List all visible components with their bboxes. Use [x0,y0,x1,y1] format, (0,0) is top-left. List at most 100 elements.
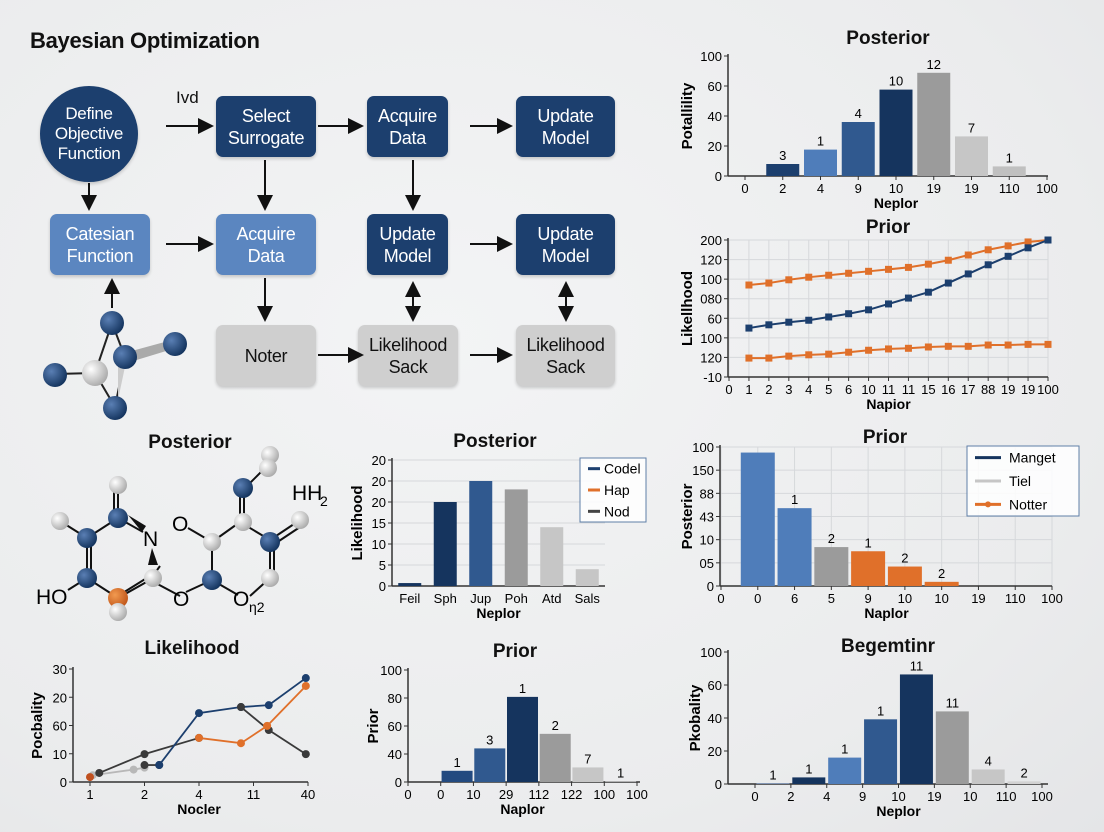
y-tick-label: 120 [700,253,722,268]
series-marker [745,354,753,362]
node-select-surrogate[interactable]: Select Surrogate [216,96,316,157]
y-tick-label: 0 [379,579,386,594]
x-tick-label: 122 [561,787,583,802]
series-marker [195,709,203,718]
bar [917,72,951,176]
series-marker [825,313,833,321]
y-tick-label: 40 [708,711,722,726]
x-tick-label: 2 [779,181,786,196]
series-marker [301,681,310,690]
series-marker [1004,341,1012,349]
node-noter[interactable]: Noter [216,325,316,386]
series-marker [1004,252,1012,260]
y-tick-label: 20 [708,744,722,759]
bar [777,508,812,586]
node-acquire-data[interactable]: Acquire Data [367,96,448,157]
legend-label: Codel [604,461,641,477]
series-marker [86,773,94,782]
series-marker [964,342,972,350]
atom-label-ho: HO [36,586,68,609]
series-marker [805,316,813,324]
node-update-model-2[interactable]: Update Model [367,214,448,275]
y-tick-label: 60 [708,678,722,693]
x-axis-label: Neplor [876,803,921,819]
node-update-model-3[interactable]: Update Model [516,214,615,275]
atom [77,528,97,548]
bar [474,748,506,782]
x-tick-label: 0 [725,382,732,397]
bar [441,770,473,782]
bar [766,164,800,176]
x-tick-label: 100 [593,787,615,802]
node-update-model[interactable]: Update Model [516,96,615,157]
series-marker [745,324,753,332]
bar [924,581,959,586]
bar [851,551,886,586]
y-axis-label: Pocbality [29,691,46,758]
series-marker [845,348,853,356]
x-tick-label: 10 [889,181,903,196]
atom [108,508,128,528]
bar-data-label: 12 [927,57,941,72]
x-tick-label: 10 [898,591,912,606]
x-tick-label: 100 [1041,591,1063,606]
node-define-objective-function[interactable]: Define Objective Function [40,86,138,182]
bar [841,122,875,176]
y-axis-label: Prior [365,708,382,743]
atom [202,570,222,590]
series-marker [263,721,272,730]
bar [740,452,775,586]
x-tick-label: 4 [823,789,830,804]
x-tick-label: 29 [499,787,513,802]
node-acquire-data-2[interactable]: Acquire Data [216,214,316,275]
x-tick-label: 0 [751,789,758,804]
atom-label-subscript: η2 [249,599,265,615]
series-marker [944,256,952,264]
series-marker [904,263,912,271]
x-tick-label: 11 [247,787,261,802]
x-tick-label: 10 [934,591,948,606]
x-tick-label: 40 [301,787,315,802]
x-tick-label: 11 [882,382,896,397]
x-tick-label: 6 [845,382,852,397]
node-likelihood-sack-2[interactable]: Likelihood Sack [516,325,615,386]
y-tick-label: 100 [692,440,714,455]
chart-posterior-mid: 0 5 10 15 20 20 20 Feil Sph Jup Poh Atd Sals Neplor Li… [349,453,647,621]
node-catesian-function[interactable]: Catesian Function [50,214,150,275]
y-tick-label: 20 [53,690,67,705]
node-likelihood-sack[interactable]: Likelihood Sack [358,325,458,386]
bar [864,719,898,784]
x-tick-label: 4 [195,787,202,802]
series-marker [825,271,833,279]
chart-title: Posterior [453,431,537,452]
series-marker [1044,236,1052,244]
atom [77,568,97,588]
y-tick-label: 88 [700,486,714,501]
x-tick-label: 3 [785,382,792,397]
bar [433,502,457,586]
chart-title: Likelihood [144,638,240,659]
x-tick-label: 1 [86,787,93,802]
x-tick-label: 0 [404,787,411,802]
x-tick-label: 9 [859,789,866,804]
x-axis-label: Napior [866,396,911,412]
series-marker [865,346,873,354]
x-tick-label: 4 [805,382,812,397]
atom-label-o: O [172,513,188,536]
bar-data-label: 1 [617,765,624,780]
bar [955,136,988,176]
series-marker [825,350,833,358]
series-marker [1024,238,1032,246]
y-tick-label: 0 [60,775,67,790]
series-marker [865,267,873,275]
series-line [240,706,307,755]
bar-data-label: 1 [1006,150,1013,165]
y-tick-label: 30 [53,662,67,677]
bar [935,711,969,784]
bar-data-label: 2 [901,551,908,566]
x-category-label: Sals [575,591,601,606]
atom-label-n: N [143,528,158,551]
